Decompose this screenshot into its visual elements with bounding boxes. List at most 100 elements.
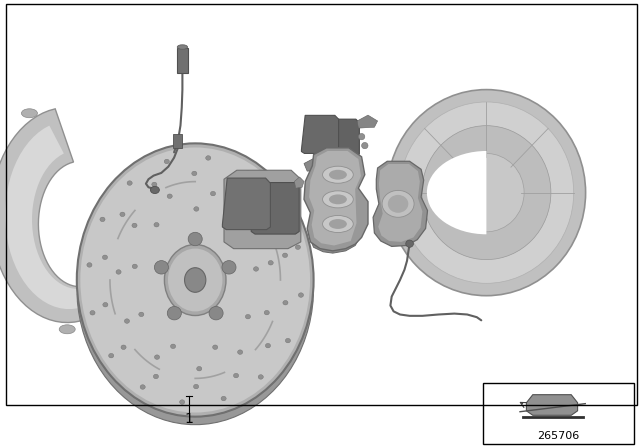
Polygon shape	[223, 178, 270, 229]
Ellipse shape	[132, 223, 137, 228]
Ellipse shape	[248, 216, 253, 221]
Polygon shape	[526, 395, 578, 415]
Ellipse shape	[124, 319, 129, 323]
Ellipse shape	[212, 345, 218, 349]
Ellipse shape	[139, 312, 144, 317]
Polygon shape	[0, 109, 136, 323]
Ellipse shape	[102, 255, 108, 259]
Polygon shape	[301, 116, 339, 153]
Ellipse shape	[154, 223, 159, 227]
Ellipse shape	[194, 207, 199, 211]
Polygon shape	[224, 170, 301, 249]
Polygon shape	[304, 148, 368, 251]
Ellipse shape	[180, 400, 185, 404]
Ellipse shape	[177, 45, 188, 49]
Ellipse shape	[103, 302, 108, 307]
Ellipse shape	[21, 109, 37, 118]
Ellipse shape	[196, 366, 202, 371]
Ellipse shape	[164, 245, 226, 315]
Bar	[177, 48, 188, 73]
Polygon shape	[304, 157, 326, 171]
Ellipse shape	[245, 171, 250, 175]
Ellipse shape	[167, 194, 172, 198]
Ellipse shape	[387, 90, 586, 296]
Ellipse shape	[237, 350, 243, 354]
Ellipse shape	[154, 261, 168, 274]
Polygon shape	[378, 164, 422, 242]
Polygon shape	[252, 183, 300, 234]
Ellipse shape	[323, 166, 353, 183]
Ellipse shape	[184, 268, 206, 292]
Ellipse shape	[264, 211, 269, 215]
Ellipse shape	[77, 143, 314, 417]
Ellipse shape	[449, 154, 524, 232]
Ellipse shape	[382, 190, 414, 217]
Ellipse shape	[329, 219, 347, 229]
Ellipse shape	[258, 375, 263, 379]
Ellipse shape	[152, 182, 157, 187]
Ellipse shape	[90, 310, 95, 315]
Ellipse shape	[233, 224, 238, 228]
Ellipse shape	[358, 134, 365, 140]
Ellipse shape	[188, 232, 202, 246]
Polygon shape	[357, 115, 378, 128]
Ellipse shape	[323, 215, 353, 233]
Ellipse shape	[221, 396, 226, 401]
Ellipse shape	[81, 147, 310, 413]
Ellipse shape	[168, 249, 223, 311]
Bar	[6, 4, 637, 405]
Ellipse shape	[222, 261, 236, 274]
Ellipse shape	[234, 373, 239, 378]
Polygon shape	[309, 151, 361, 246]
Ellipse shape	[362, 142, 368, 149]
Polygon shape	[320, 150, 342, 162]
Ellipse shape	[329, 194, 347, 204]
Ellipse shape	[285, 338, 291, 343]
Ellipse shape	[127, 181, 132, 185]
Ellipse shape	[167, 306, 181, 320]
Ellipse shape	[276, 202, 282, 207]
Ellipse shape	[329, 170, 347, 180]
Ellipse shape	[120, 212, 125, 216]
Ellipse shape	[154, 355, 159, 359]
Ellipse shape	[283, 301, 288, 305]
Ellipse shape	[87, 263, 92, 267]
Ellipse shape	[100, 217, 105, 222]
Wedge shape	[427, 151, 486, 234]
Ellipse shape	[59, 325, 76, 334]
Ellipse shape	[132, 264, 138, 269]
Polygon shape	[5, 125, 115, 309]
Ellipse shape	[232, 181, 237, 186]
Polygon shape	[77, 293, 313, 425]
Ellipse shape	[323, 191, 353, 208]
Ellipse shape	[116, 270, 121, 274]
Ellipse shape	[205, 156, 211, 160]
Polygon shape	[373, 161, 428, 246]
Ellipse shape	[193, 384, 198, 389]
Ellipse shape	[399, 102, 573, 283]
Bar	[173, 134, 182, 148]
Ellipse shape	[298, 293, 303, 297]
Ellipse shape	[209, 306, 223, 320]
Ellipse shape	[268, 261, 273, 265]
Ellipse shape	[264, 310, 269, 315]
Polygon shape	[294, 177, 304, 188]
Ellipse shape	[282, 253, 287, 258]
Bar	[483, 383, 634, 444]
Ellipse shape	[406, 240, 413, 247]
Polygon shape	[324, 119, 360, 156]
Text: 1: 1	[184, 412, 193, 426]
Ellipse shape	[192, 171, 197, 176]
Ellipse shape	[154, 374, 159, 379]
Ellipse shape	[170, 344, 175, 349]
Ellipse shape	[295, 245, 300, 250]
Ellipse shape	[109, 353, 114, 358]
Ellipse shape	[121, 345, 126, 349]
Text: 265706: 265706	[537, 431, 580, 441]
Ellipse shape	[150, 186, 159, 194]
Polygon shape	[310, 224, 360, 253]
Ellipse shape	[388, 195, 408, 213]
Ellipse shape	[422, 125, 551, 260]
Ellipse shape	[266, 344, 271, 348]
Ellipse shape	[253, 267, 259, 271]
